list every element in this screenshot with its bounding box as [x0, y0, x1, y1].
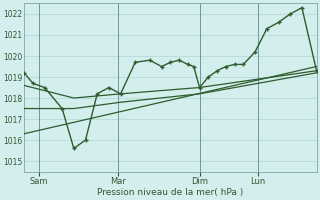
X-axis label: Pression niveau de la mer( hPa ): Pression niveau de la mer( hPa ): [97, 188, 244, 197]
